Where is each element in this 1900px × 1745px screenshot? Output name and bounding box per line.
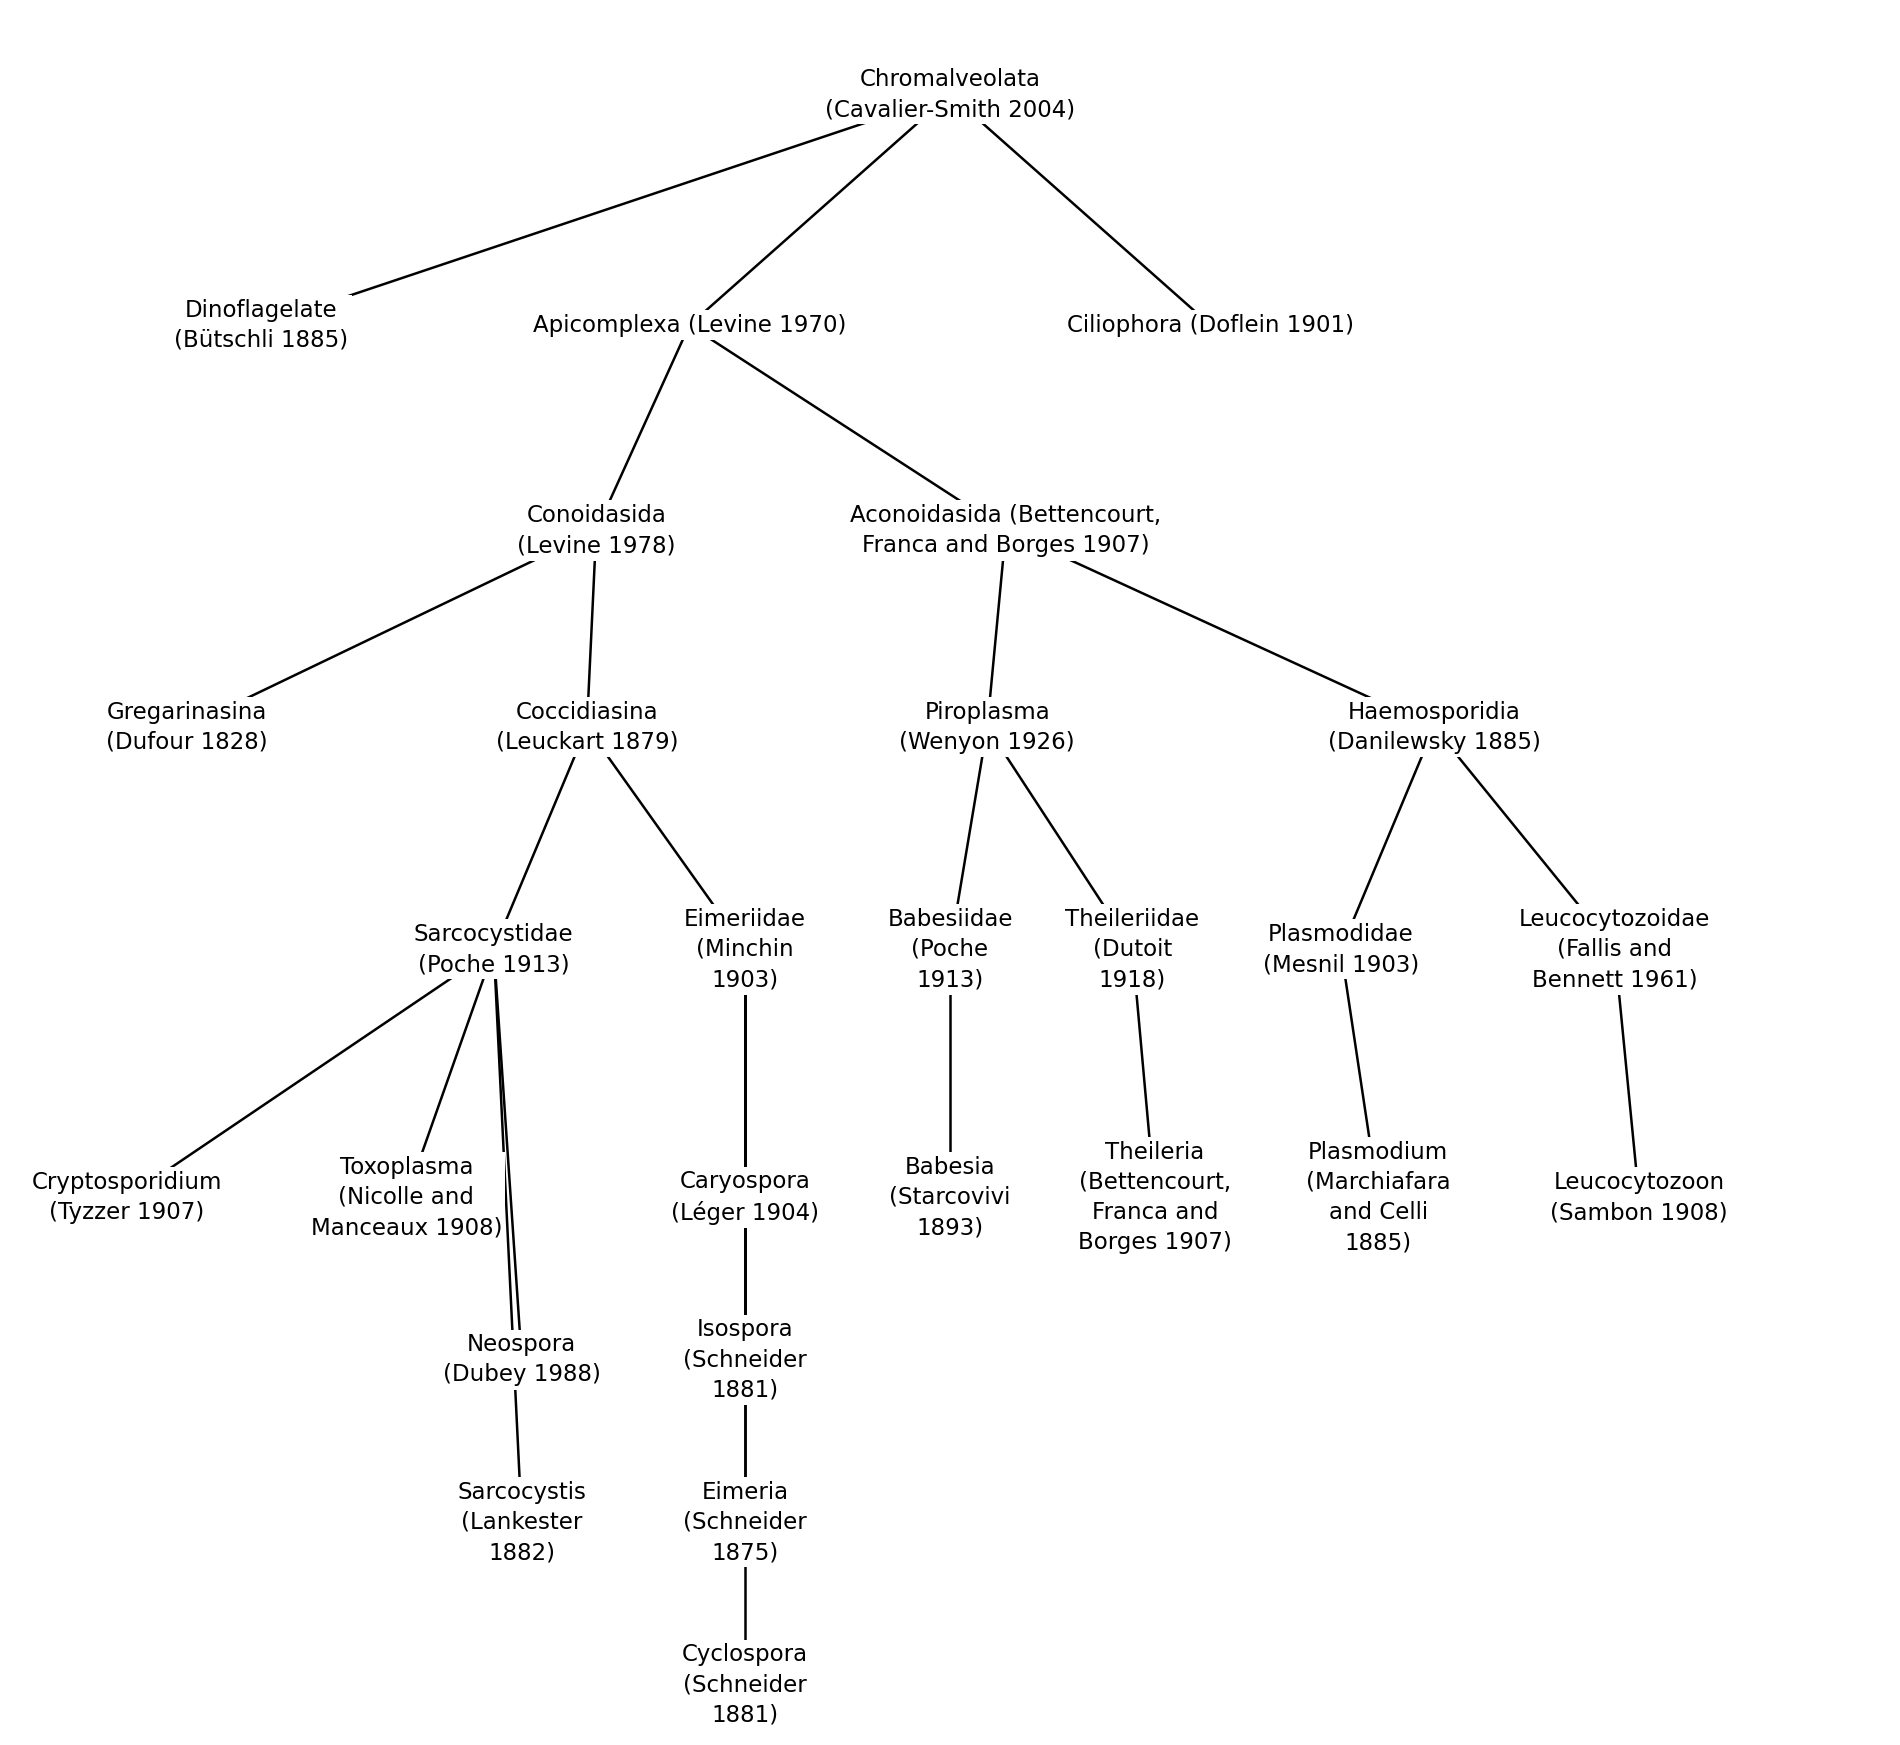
Text: Ciliophora (Doflein 1901): Ciliophora (Doflein 1901) <box>1068 314 1355 337</box>
Text: Babesiidae
(Poche
1913): Babesiidae (Poche 1913) <box>887 907 1013 991</box>
Text: Haemosporidia
(Danilewsky 1885): Haemosporidia (Danilewsky 1885) <box>1328 700 1541 754</box>
Text: Gregarinasina
(Dufour 1828): Gregarinasina (Dufour 1828) <box>106 700 268 754</box>
Text: Leucocytozoidae
(Fallis and
Bennett 1961): Leucocytozoidae (Fallis and Bennett 1961… <box>1518 907 1710 991</box>
Text: Isospora
(Schneider
1881): Isospora (Schneider 1881) <box>684 1317 808 1401</box>
Text: Conoidasida
(Levine 1978): Conoidasida (Levine 1978) <box>517 504 676 557</box>
Text: Plasmodium
(Marchiafara
and Celli
1885): Plasmodium (Marchiafara and Celli 1885) <box>1305 1141 1450 1255</box>
Text: Toxoplasma
(Nicolle and
Manceaux 1908): Toxoplasma (Nicolle and Manceaux 1908) <box>310 1155 502 1239</box>
Text: Babesia
(Starcovivi
1893): Babesia (Starcovivi 1893) <box>889 1155 1011 1239</box>
Text: Plasmodidae
(Mesnil 1903): Plasmodidae (Mesnil 1903) <box>1264 923 1419 975</box>
Text: Theileriidae
(Dutoit
1918): Theileriidae (Dutoit 1918) <box>1066 907 1199 991</box>
Text: Piroplasma
(Wenyon 1926): Piroplasma (Wenyon 1926) <box>899 700 1075 754</box>
Text: Cyclospora
(Schneider
1881): Cyclospora (Schneider 1881) <box>682 1644 808 1726</box>
Text: Aconoidasida (Bettencourt,
Franca and Borges 1907): Aconoidasida (Bettencourt, Franca and Bo… <box>851 504 1161 557</box>
Text: Eimeria
(Schneider
1875): Eimeria (Schneider 1875) <box>684 1482 808 1564</box>
Text: Sarcocystis
(Lankester
1882): Sarcocystis (Lankester 1882) <box>458 1482 587 1564</box>
Text: Apicomplexa (Levine 1970): Apicomplexa (Levine 1970) <box>532 314 846 337</box>
Text: Leucocytozoon
(Sambon 1908): Leucocytozoon (Sambon 1908) <box>1550 1171 1727 1223</box>
Text: Cryptosporidium
(Tyzzer 1907): Cryptosporidium (Tyzzer 1907) <box>32 1171 222 1223</box>
Text: Chromalveolata
(Cavalier-Smith 2004): Chromalveolata (Cavalier-Smith 2004) <box>825 68 1075 120</box>
Text: Dinoflagelate
(Bütschli 1885): Dinoflagelate (Bütschli 1885) <box>175 298 348 352</box>
Text: Sarcocystidae
(Poche 1913): Sarcocystidae (Poche 1913) <box>414 923 574 975</box>
Text: Neospora
(Dubey 1988): Neospora (Dubey 1988) <box>443 1333 600 1387</box>
Text: Coccidiasina
(Leuckart 1879): Coccidiasina (Leuckart 1879) <box>496 700 678 754</box>
Text: Theileria
(Bettencourt,
Franca and
Borges 1907): Theileria (Bettencourt, Franca and Borge… <box>1077 1141 1231 1255</box>
Text: Eimeriidae
(Minchin
1903): Eimeriidae (Minchin 1903) <box>684 907 806 991</box>
Text: Caryospora
(Léger 1904): Caryospora (Léger 1904) <box>671 1171 819 1225</box>
